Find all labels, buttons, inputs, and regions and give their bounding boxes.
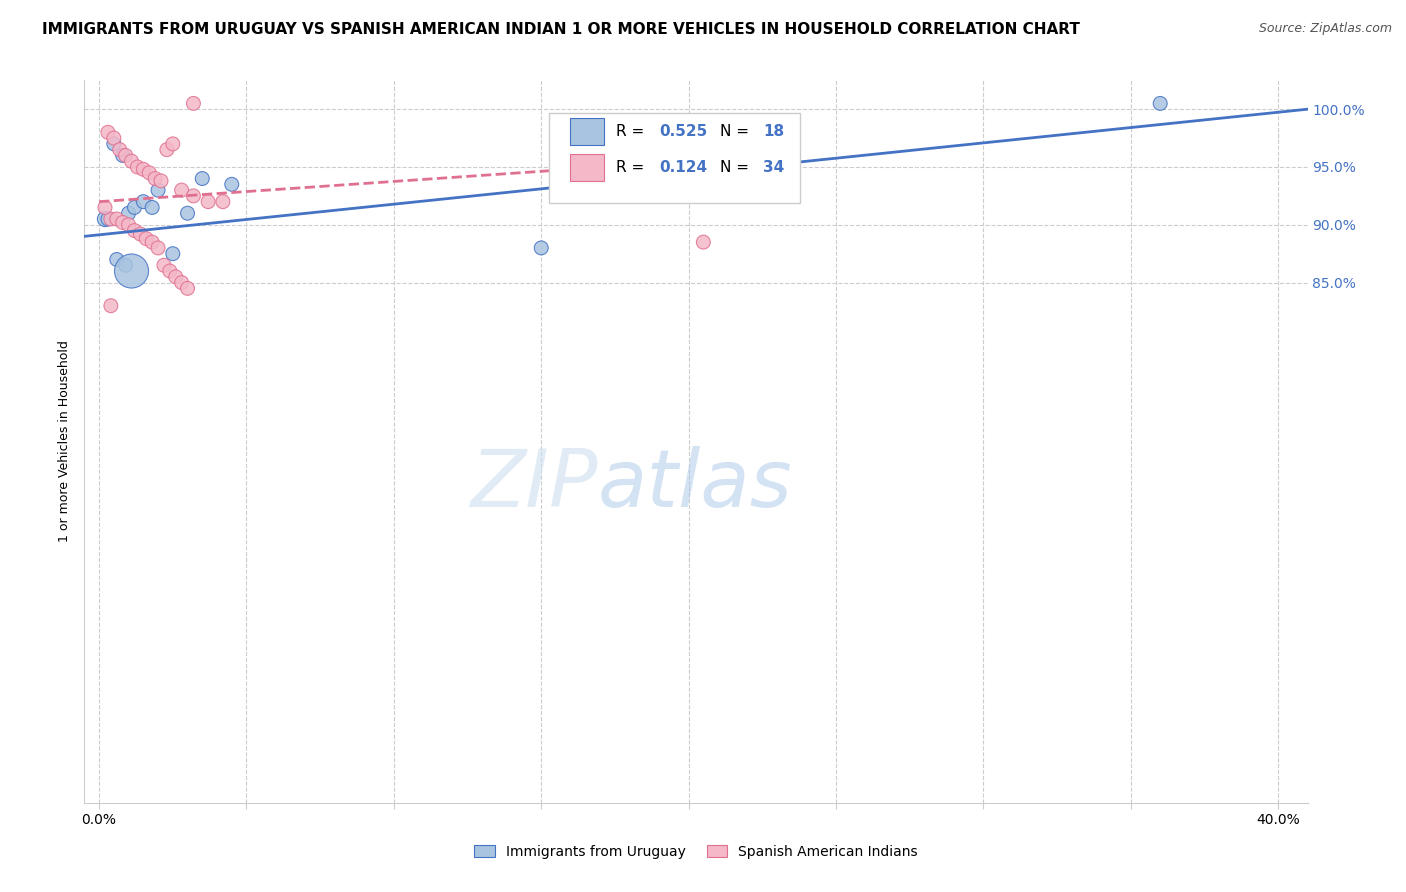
Point	[117, 206, 139, 220]
Point	[94, 212, 117, 227]
Point	[100, 299, 122, 313]
Point	[221, 178, 243, 192]
Point	[170, 183, 193, 197]
Point	[94, 201, 117, 215]
FancyBboxPatch shape	[550, 112, 800, 203]
Point	[141, 201, 163, 215]
Point	[132, 162, 155, 177]
Legend: Immigrants from Uruguay, Spanish American Indians: Immigrants from Uruguay, Spanish America…	[468, 839, 924, 864]
Point	[183, 96, 205, 111]
Point	[141, 235, 163, 249]
Point	[121, 264, 143, 278]
Point	[103, 136, 125, 151]
Point	[692, 235, 714, 249]
Point	[132, 194, 155, 209]
Point	[138, 166, 160, 180]
Point	[153, 258, 176, 272]
Point	[146, 241, 169, 255]
Point	[1149, 96, 1171, 111]
Point	[100, 212, 122, 227]
Bar	[569, 154, 605, 181]
Text: 0.525: 0.525	[659, 124, 707, 139]
Text: N =: N =	[720, 124, 754, 139]
Point	[191, 171, 214, 186]
Point	[143, 171, 166, 186]
Point	[162, 136, 184, 151]
Point	[156, 143, 179, 157]
Point	[111, 148, 134, 162]
Point	[114, 148, 136, 162]
Text: R =: R =	[616, 161, 650, 175]
Bar	[569, 118, 605, 145]
Point	[103, 131, 125, 145]
Point	[176, 206, 198, 220]
Point	[165, 269, 187, 284]
Point	[114, 258, 136, 272]
Text: N =: N =	[720, 161, 754, 175]
Point	[170, 276, 193, 290]
Point	[162, 246, 184, 260]
Point	[97, 125, 120, 139]
Text: ZIP: ZIP	[471, 446, 598, 524]
Point	[111, 215, 134, 229]
Point	[183, 189, 205, 203]
Point	[212, 194, 235, 209]
Point	[159, 264, 181, 278]
Point	[197, 194, 219, 209]
Point	[108, 143, 131, 157]
Point	[176, 281, 198, 295]
Point	[135, 232, 157, 246]
Point	[121, 154, 143, 169]
Point	[129, 227, 152, 241]
Point	[117, 218, 139, 232]
Text: 0.124: 0.124	[659, 161, 707, 175]
Text: IMMIGRANTS FROM URUGUAY VS SPANISH AMERICAN INDIAN 1 OR MORE VEHICLES IN HOUSEHO: IMMIGRANTS FROM URUGUAY VS SPANISH AMERI…	[42, 22, 1080, 37]
Point	[97, 212, 120, 227]
Point	[127, 160, 149, 174]
Point	[124, 201, 146, 215]
Text: 18: 18	[763, 124, 785, 139]
Point	[530, 241, 553, 255]
Point	[105, 252, 128, 267]
Text: Source: ZipAtlas.com: Source: ZipAtlas.com	[1258, 22, 1392, 36]
Y-axis label: 1 or more Vehicles in Household: 1 or more Vehicles in Household	[58, 341, 72, 542]
Point	[124, 223, 146, 237]
Point	[146, 183, 169, 197]
Point	[105, 212, 128, 227]
Text: atlas: atlas	[598, 446, 793, 524]
Text: 34: 34	[763, 161, 785, 175]
Text: R =: R =	[616, 124, 650, 139]
Point	[150, 174, 173, 188]
